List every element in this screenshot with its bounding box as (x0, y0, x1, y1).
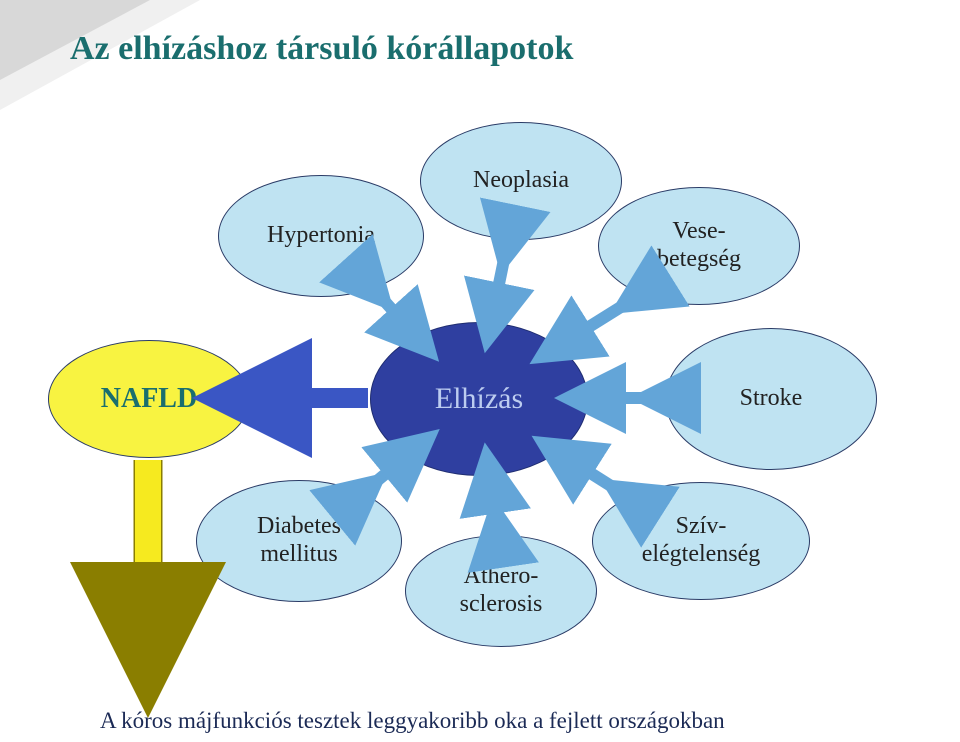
arrow-diabetes-to-center (360, 452, 412, 495)
slide: Az elhízáshoz társuló kórállapotok Hyper… (0, 0, 960, 742)
node-hypertonia: Hypertonia (218, 175, 424, 297)
node-stroke: Stroke (665, 328, 877, 470)
label-ir: IR (281, 360, 303, 386)
footer-text: A kóros májfunkciós tesztek leggyakoribb… (100, 708, 725, 733)
arrow-sziv-to-center (562, 455, 630, 498)
node-elhizas-label: Elhízás (435, 382, 523, 417)
slide-title-text: Az elhízáshoz társuló kórállapotok (70, 30, 573, 67)
node-neoplasia-label: Neoplasia (473, 167, 569, 195)
arrow-athero-to-center (490, 478, 498, 532)
arrow-neoplasia-to-center (492, 240, 508, 318)
node-athero: Athero-sclerosis (405, 535, 597, 647)
label-ir-text: IR (281, 360, 303, 385)
node-elhizas: Elhízás (370, 322, 588, 476)
node-athero-label: Athero-sclerosis (460, 563, 543, 618)
node-nafld-label: NAFLD (101, 383, 197, 415)
footer-caption: A kóros májfunkciós tesztek leggyakoribb… (100, 708, 725, 734)
node-sziv: Szív-elégtelenség (592, 482, 810, 600)
node-sziv-label: Szív-elégtelenség (642, 513, 761, 568)
node-vese-label: Vese-betegség (657, 218, 741, 273)
node-neoplasia: Neoplasia (420, 122, 622, 240)
node-hypertonia-label: Hypertonia (267, 222, 375, 250)
node-vese: Vese-betegség (598, 187, 800, 305)
node-nafld: NAFLD (48, 340, 250, 458)
node-diabetes-label: Diabetesmellitus (257, 513, 341, 568)
node-diabetes: Diabetesmellitus (196, 480, 402, 602)
arrow-vese-to-center (560, 295, 640, 345)
arrow-hypertonia-to-center (370, 285, 415, 335)
node-stroke-label: Stroke (740, 385, 803, 413)
slide-title: Az elhízáshoz társuló kórállapotok (70, 30, 573, 68)
